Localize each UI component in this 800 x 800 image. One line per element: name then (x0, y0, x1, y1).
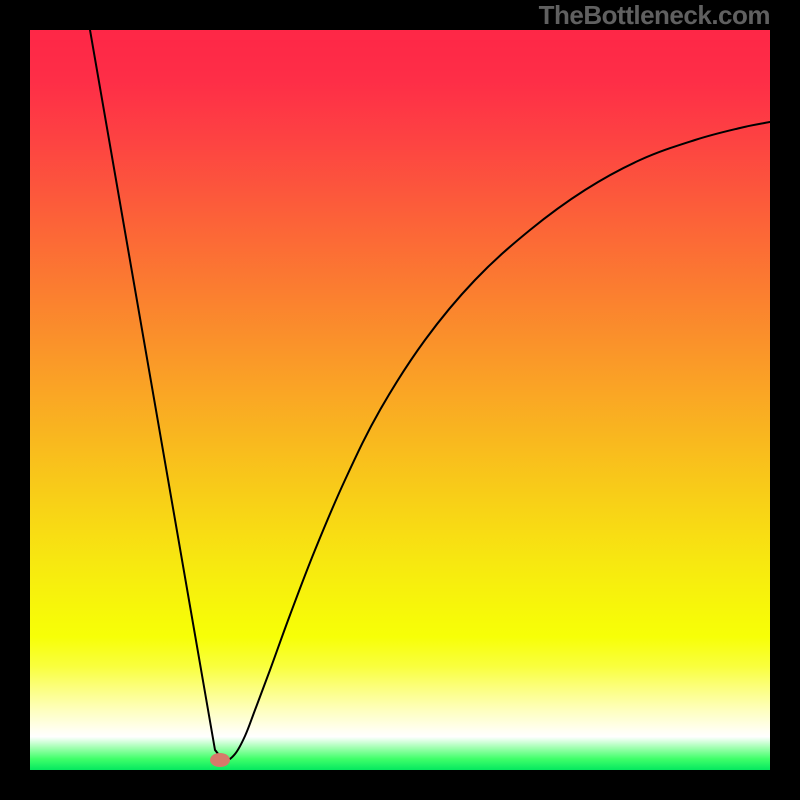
min-marker (210, 753, 230, 767)
chart-svg (30, 30, 770, 770)
watermark-text: TheBottleneck.com (539, 0, 770, 31)
chart-background (30, 30, 770, 770)
plot-area (30, 30, 770, 770)
chart-frame: TheBottleneck.com (0, 0, 800, 800)
